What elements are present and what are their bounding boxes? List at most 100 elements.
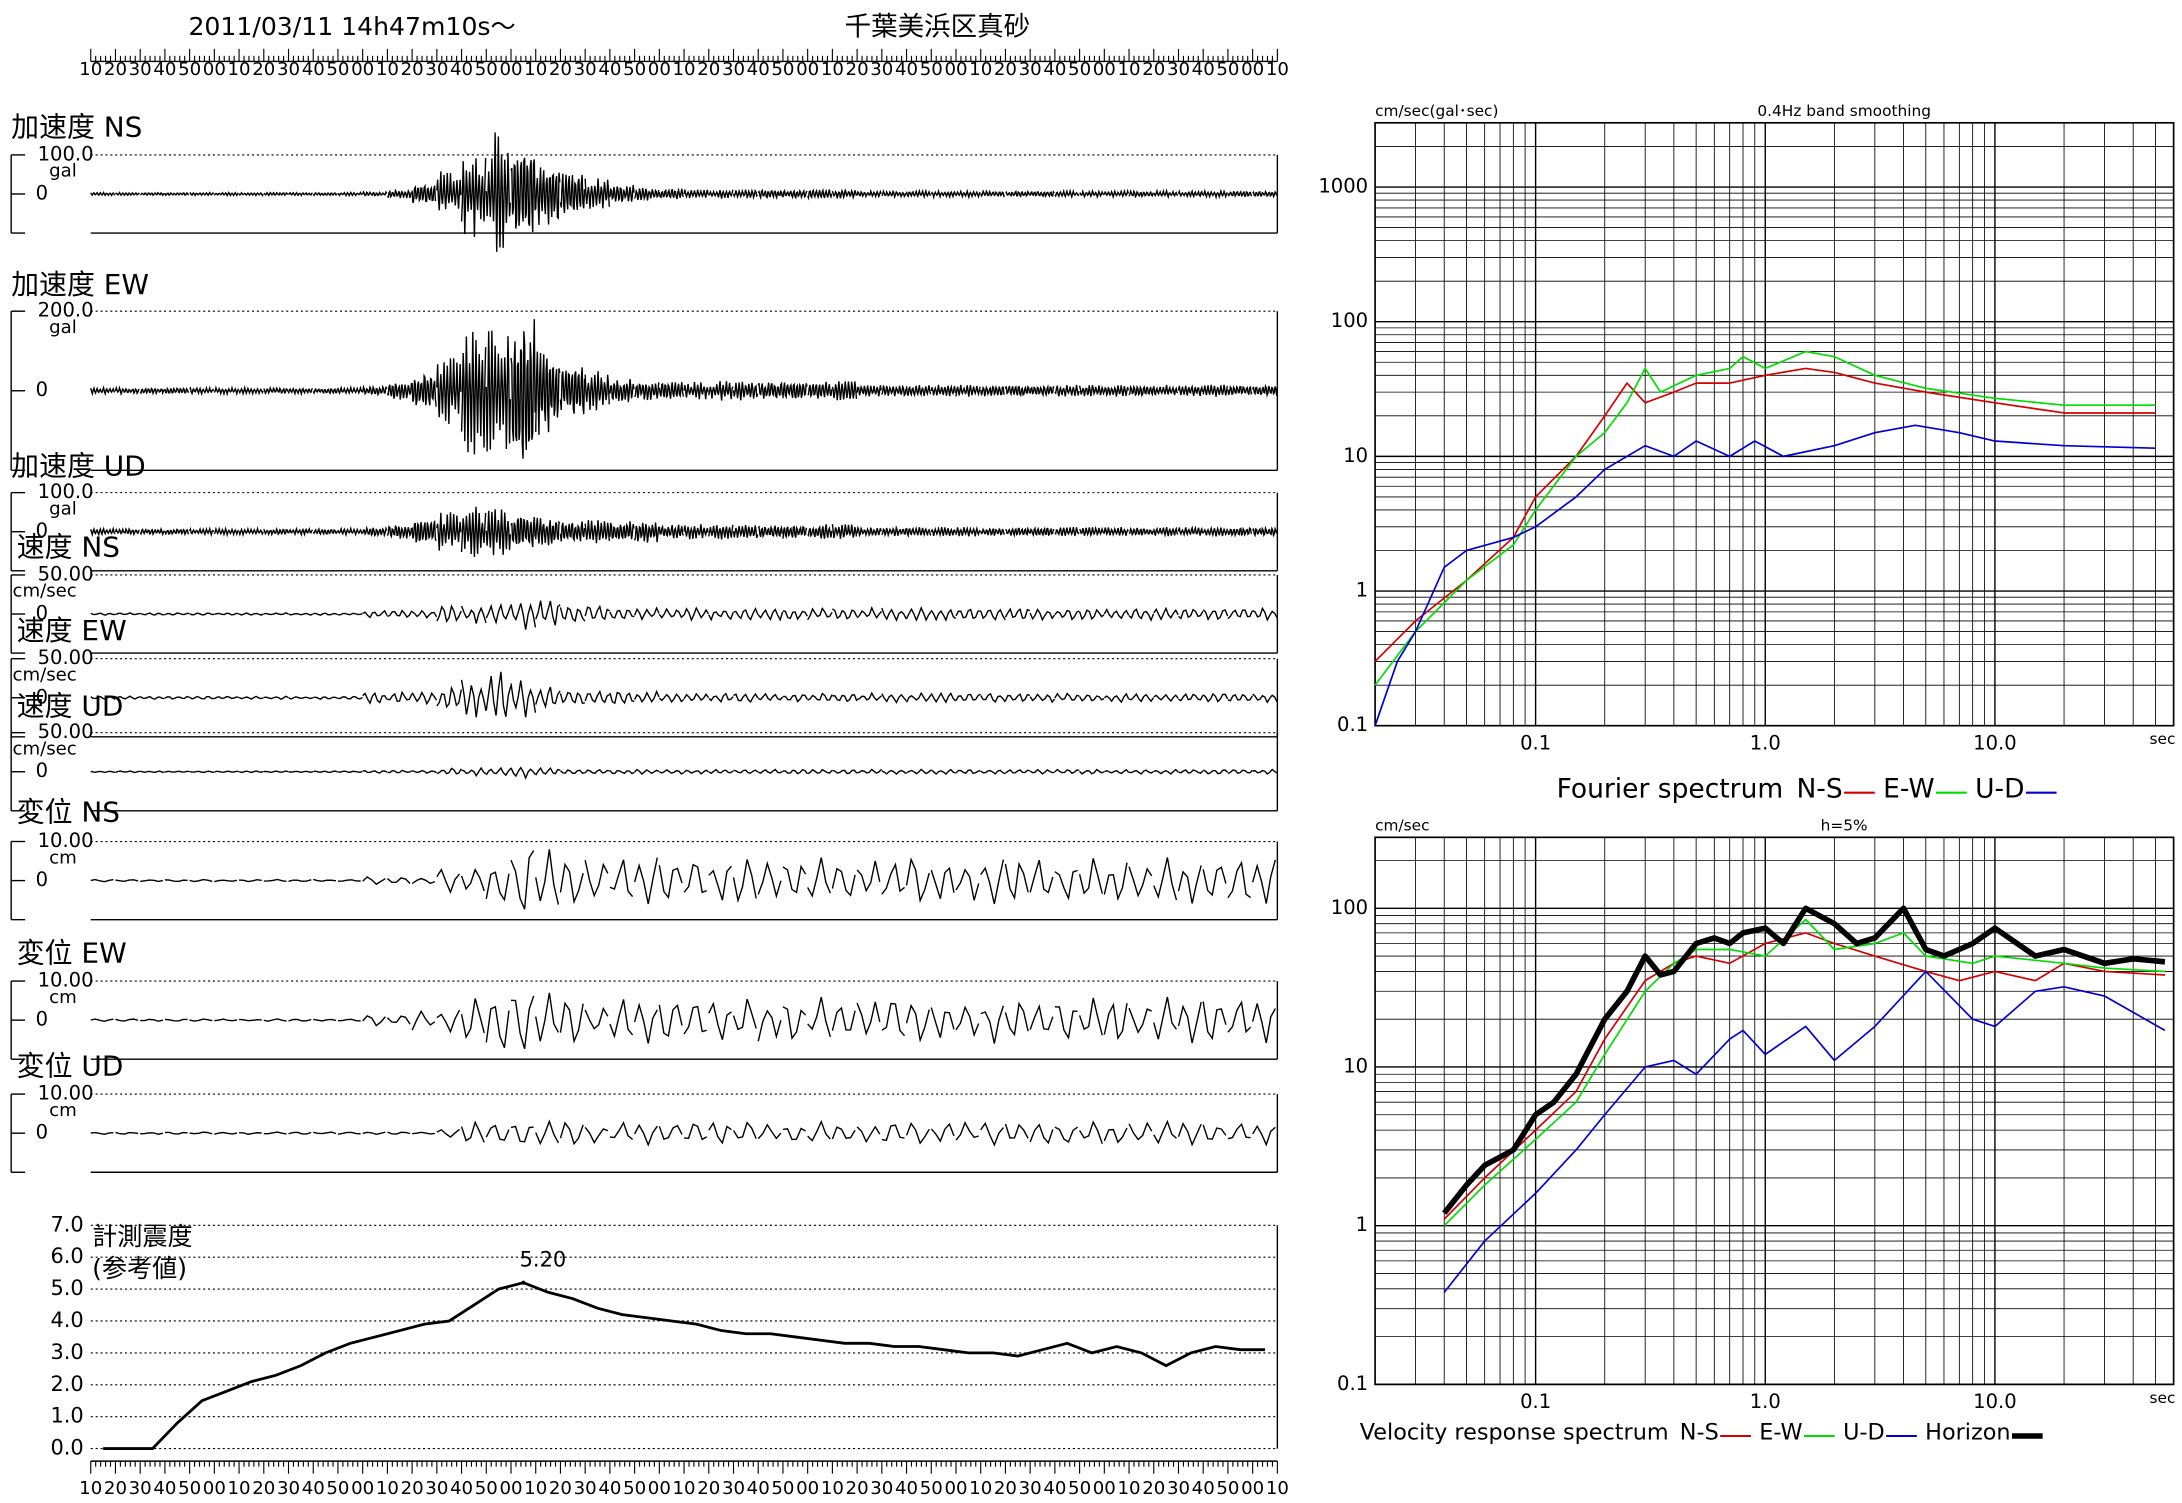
waveform-segment [634, 382, 660, 401]
waveform-segment [90, 695, 116, 700]
waveform-segment [1153, 384, 1179, 396]
waveform-segment [782, 1127, 806, 1141]
peak-marker [521, 1280, 526, 1285]
x-tick-label: 1.0 [1750, 731, 1781, 754]
waveform-segment [436, 1128, 460, 1138]
time-label: 20 [1142, 1478, 1165, 1499]
waveform-segment [485, 766, 512, 777]
time-label: 10 [79, 59, 102, 80]
time-label: 00 [351, 1478, 374, 1499]
waveform-segment [312, 527, 338, 536]
waveform-segment [955, 525, 981, 537]
waveform-segment [436, 171, 462, 211]
time-label: 50 [1216, 1478, 1239, 1499]
waveform-segment [832, 769, 858, 775]
waveform-segment [510, 157, 536, 233]
waveform-segment [436, 767, 462, 775]
waveform-segment [683, 1005, 707, 1035]
time-label: 20 [1142, 59, 1165, 80]
waveform-segment [807, 187, 833, 201]
unit-label: cm [49, 987, 77, 1008]
time-label: 20 [401, 59, 424, 80]
waveform-segment [140, 770, 165, 774]
waveform-segment [1227, 860, 1252, 899]
time-label: 00 [1241, 59, 1264, 80]
time-label: 00 [648, 1478, 671, 1499]
waveform-segment [1029, 1123, 1054, 1145]
waveform-segment [708, 768, 734, 775]
waveform-segment [782, 525, 808, 540]
time-label: 00 [796, 59, 819, 80]
waveform-segment [90, 385, 116, 397]
waveform-segment [757, 1123, 782, 1140]
scale-label: 50.00 [38, 562, 94, 585]
waveform-segment [510, 850, 535, 910]
time-label: 10 [524, 1478, 547, 1499]
waveform-segment [609, 999, 634, 1039]
waveform-segment [1004, 607, 1031, 619]
waveform-segment [164, 770, 190, 773]
waveform-segment [683, 188, 709, 199]
waveform-segment [684, 1123, 708, 1141]
time-label: 50 [771, 1478, 794, 1499]
waveform-segment [955, 769, 981, 775]
chart-subtitle: (参考値) [92, 1254, 187, 1283]
waveform-segment [411, 877, 436, 885]
y-tick-label: 1 [1356, 1213, 1368, 1236]
waveform-segment [1029, 768, 1055, 775]
waveform-segment [955, 188, 981, 200]
scale-label: 50.00 [38, 720, 94, 743]
waveform-segment [757, 860, 782, 899]
time-label: 40 [302, 59, 325, 80]
waveform-segment [287, 386, 314, 397]
time-label: 40 [450, 59, 473, 80]
waveform-segment [1029, 608, 1056, 622]
station-name: 千葉美浜区真砂 [845, 11, 1031, 42]
waveform-segment [856, 691, 883, 702]
time-label: 10 [524, 59, 547, 80]
x-tick-label: 0.1 [1520, 731, 1551, 754]
waveform-segment [559, 367, 586, 415]
time-label: 30 [425, 1478, 448, 1499]
waveform-segment [782, 188, 808, 200]
trace-name: 変位 EW [17, 937, 127, 970]
waveform-segment [1029, 526, 1055, 538]
waveform-segment [263, 695, 289, 700]
y-tick-label: 5.0 [50, 1276, 83, 1300]
waveform-segment [485, 602, 512, 625]
waveform-segment [288, 1131, 312, 1135]
waveform-segment [732, 381, 759, 401]
time-label: 00 [944, 59, 967, 80]
waveform-segment [238, 525, 264, 538]
time-label: 30 [870, 1478, 893, 1499]
chart-title: 0.4Hz band smoothing [1757, 102, 1931, 120]
waveform-segment [313, 612, 338, 616]
waveform-segment [189, 191, 215, 197]
unit-label: cm/sec [12, 738, 76, 759]
waveform-segment [708, 381, 734, 401]
waveform-segment [412, 1131, 435, 1135]
waveform-segment [807, 768, 833, 775]
y-tick-label: 0.1 [1337, 1372, 1368, 1395]
time-label: 40 [1043, 59, 1066, 80]
waveform-segment [1153, 693, 1179, 703]
waveform-segment [164, 612, 190, 616]
x-axis-label: sec [2150, 1389, 2176, 1407]
x-tick-label: 10.0 [1973, 731, 2017, 754]
waveform-segment [1128, 692, 1155, 703]
waveform-segment [1005, 189, 1031, 198]
zero-label: 0 [36, 378, 48, 401]
waveform-segment [1054, 188, 1080, 200]
time-label: 30 [1167, 1478, 1190, 1499]
waveform-segment [485, 330, 512, 452]
time-label: 30 [129, 59, 152, 80]
waveform-segment [881, 189, 907, 200]
waveform-segment [609, 379, 635, 403]
waveform-segment [782, 864, 807, 894]
legend-label: N-S [1680, 1420, 1719, 1446]
waveform-segment [164, 528, 190, 537]
waveform-segment [114, 191, 140, 197]
waveform-segment [1054, 1126, 1078, 1144]
waveform-segment [189, 385, 215, 397]
time-label: 50 [178, 59, 201, 80]
